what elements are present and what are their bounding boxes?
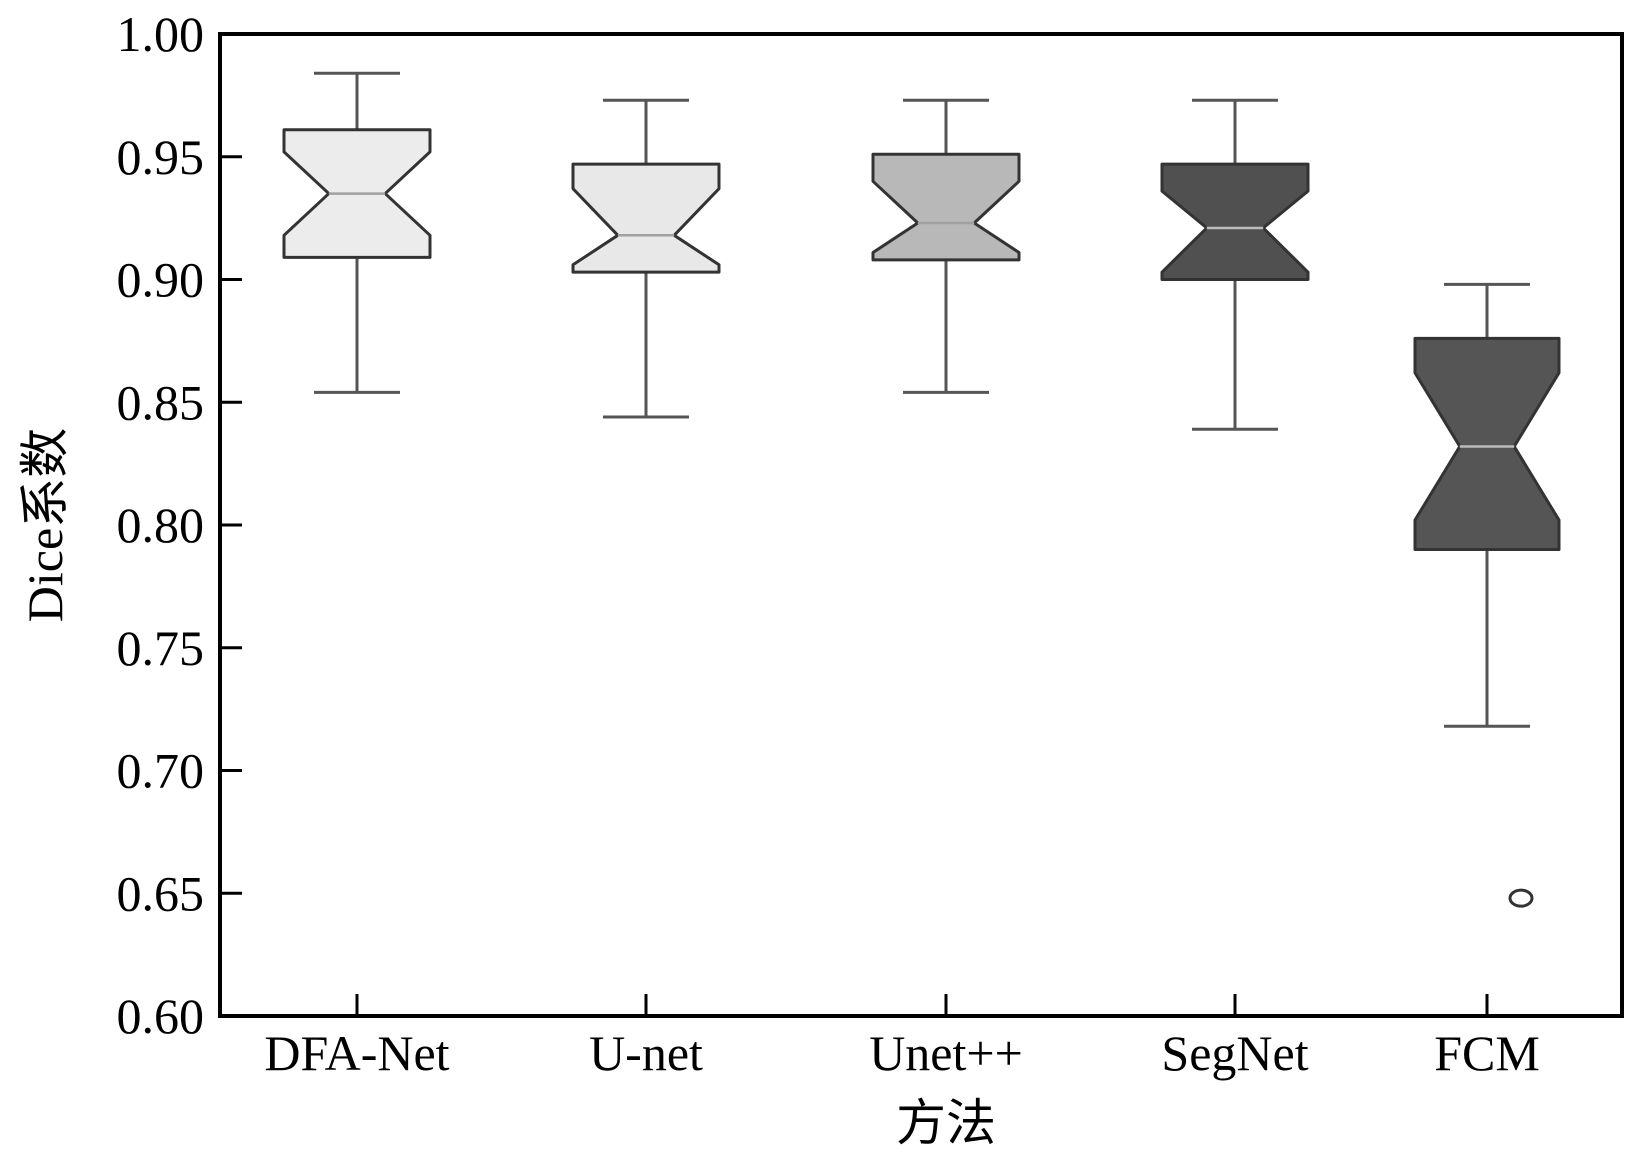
y-axis-title: Dice系数 [17, 428, 73, 622]
x-tick-label: DFA-Net [264, 1025, 449, 1081]
x-axis-title: 方法 [896, 1095, 996, 1151]
y-tick-label: 1.00 [117, 6, 205, 62]
y-axis: 0.60 0.65 0.70 0.75 0.80 0.85 0.90 0.95 1.00 [117, 6, 242, 1044]
x-tick-label: SegNet [1161, 1025, 1308, 1081]
box-u-net [571, 98, 721, 419]
box-dfa-net [282, 71, 432, 394]
x-axis: DFA-Net U-net Unet++ SegNet FCM [264, 994, 1540, 1081]
y-tick-label: 0.70 [117, 743, 205, 799]
outlier-point [1508, 888, 1534, 908]
y-tick-label: 0.60 [117, 988, 205, 1044]
box-segnet [1160, 98, 1310, 431]
x-tick-label: Unet++ [869, 1025, 1023, 1081]
notched-box [1160, 162, 1310, 281]
box-series [282, 71, 1561, 908]
y-tick-label: 0.80 [117, 497, 205, 553]
y-tick-label: 0.90 [117, 252, 205, 308]
notched-box [871, 152, 1021, 262]
notched-box [571, 162, 721, 274]
x-tick-label: U-net [589, 1025, 703, 1081]
notched-box [1413, 336, 1561, 552]
box-fcm [1413, 282, 1561, 908]
y-tick-label: 0.75 [117, 620, 205, 676]
y-tick-label: 0.65 [117, 865, 205, 921]
x-tick-label: FCM [1434, 1025, 1540, 1081]
box-unet- [871, 98, 1021, 394]
y-tick-label: 0.95 [117, 129, 205, 185]
y-tick-label: 0.85 [117, 374, 205, 430]
